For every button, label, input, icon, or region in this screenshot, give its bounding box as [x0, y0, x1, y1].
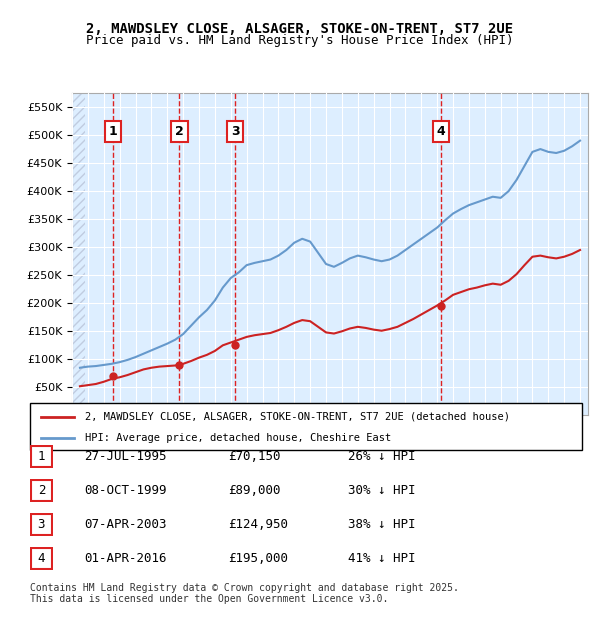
Text: 27-JUL-1995: 27-JUL-1995 [84, 450, 167, 463]
Text: HPI: Average price, detached house, Cheshire East: HPI: Average price, detached house, Ches… [85, 433, 391, 443]
Text: £89,000: £89,000 [228, 484, 281, 497]
FancyBboxPatch shape [31, 514, 52, 535]
Text: 01-APR-2016: 01-APR-2016 [84, 552, 167, 565]
Text: 08-OCT-1999: 08-OCT-1999 [84, 484, 167, 497]
Text: £124,950: £124,950 [228, 518, 288, 531]
Text: 3: 3 [231, 125, 239, 138]
Text: 2, MAWDSLEY CLOSE, ALSAGER, STOKE-ON-TRENT, ST7 2UE: 2, MAWDSLEY CLOSE, ALSAGER, STOKE-ON-TRE… [86, 22, 514, 36]
Text: 30% ↓ HPI: 30% ↓ HPI [348, 484, 415, 497]
Text: 2: 2 [38, 484, 45, 497]
Bar [72, 93, 85, 415]
Text: 26% ↓ HPI: 26% ↓ HPI [348, 450, 415, 463]
Text: 1: 1 [109, 125, 117, 138]
Text: £195,000: £195,000 [228, 552, 288, 565]
Text: 4: 4 [437, 125, 446, 138]
Text: Contains HM Land Registry data © Crown copyright and database right 2025.
This d: Contains HM Land Registry data © Crown c… [30, 583, 459, 604]
Text: 38% ↓ HPI: 38% ↓ HPI [348, 518, 415, 531]
Text: 41% ↓ HPI: 41% ↓ HPI [348, 552, 415, 565]
Text: 4: 4 [38, 552, 45, 565]
FancyBboxPatch shape [31, 446, 52, 467]
Text: 2: 2 [175, 125, 184, 138]
Text: 1: 1 [38, 450, 45, 463]
Text: 07-APR-2003: 07-APR-2003 [84, 518, 167, 531]
Text: 2, MAWDSLEY CLOSE, ALSAGER, STOKE-ON-TRENT, ST7 2UE (detached house): 2, MAWDSLEY CLOSE, ALSAGER, STOKE-ON-TRE… [85, 412, 510, 422]
Text: 3: 3 [38, 518, 45, 531]
Text: £70,150: £70,150 [228, 450, 281, 463]
FancyBboxPatch shape [30, 403, 582, 450]
FancyBboxPatch shape [31, 480, 52, 501]
Text: Price paid vs. HM Land Registry's House Price Index (HPI): Price paid vs. HM Land Registry's House … [86, 34, 514, 47]
FancyBboxPatch shape [31, 548, 52, 569]
